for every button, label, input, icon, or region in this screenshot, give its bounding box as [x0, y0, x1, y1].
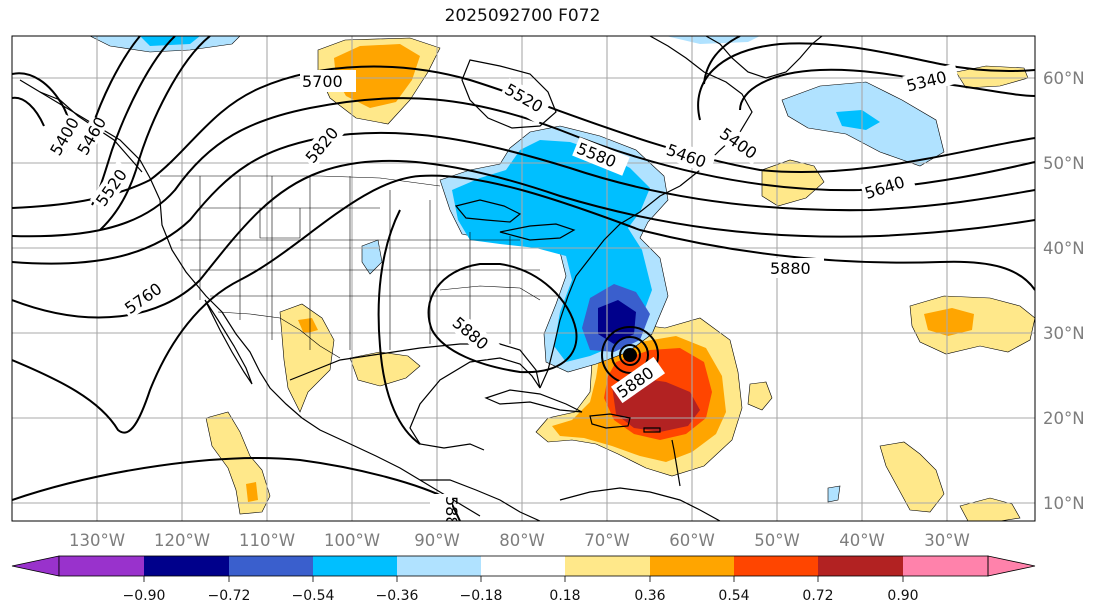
colorbar-bin — [565, 556, 650, 576]
longitude-labels: 130°W 120°W 110°W 100°W 90°W 80°W 70°W 6… — [69, 531, 970, 550]
colorbar-tick-label: −0.18 — [460, 588, 503, 604]
colorbar-tick-label: −0.36 — [376, 588, 419, 604]
lat-label: 20°N — [1043, 409, 1085, 428]
latitude-labels: 60°N 50°N 40°N 30°N 20°N 10°N — [1043, 69, 1085, 513]
contour-label: 5700 — [302, 72, 343, 91]
colorbar-bin — [59, 556, 144, 576]
colorbar-bin — [229, 556, 313, 576]
colorbar-tick-label: −0.90 — [123, 588, 166, 604]
coastlines — [19, 36, 823, 521]
hurricane-center — [623, 348, 637, 362]
contour-label: 5880 — [770, 259, 811, 278]
colorbar-high-extend — [987, 555, 1036, 577]
lon-label: 130°W — [69, 531, 125, 550]
map-frame — [11, 35, 1036, 522]
lon-label: 60°W — [669, 531, 715, 550]
lon-label: 120°W — [154, 531, 210, 550]
contour-label: 588 — [442, 496, 461, 527]
colorbar-tick-label: 0.18 — [549, 588, 580, 604]
lon-label: 80°W — [499, 531, 545, 550]
colorbar-bin — [313, 556, 397, 576]
lat-label: 60°N — [1043, 69, 1085, 88]
gridlines — [12, 36, 1035, 521]
colorbar-bin — [903, 556, 988, 576]
colorbar-bin — [734, 556, 818, 576]
lat-label: 50°N — [1043, 154, 1085, 173]
colorbar-tick-label: −0.54 — [292, 588, 335, 604]
lat-label: 30°N — [1043, 324, 1085, 343]
colorbar-tick-label: −0.72 — [208, 588, 251, 604]
colorbar-tick-label: 0.90 — [887, 588, 918, 604]
colorbar-bin — [650, 556, 734, 576]
map-title: 2025092700 F072 — [444, 6, 601, 26]
colorbar-tick-label: 0.36 — [634, 588, 665, 604]
lon-label: 40°W — [839, 531, 885, 550]
colorbar: −0.90 −0.72 −0.54 −0.36 −0.18 0.18 0.36 … — [11, 555, 1036, 604]
lon-label: 110°W — [239, 531, 295, 550]
colorbar-bin — [144, 556, 229, 576]
lon-label: 30°W — [924, 531, 970, 550]
lon-label: 100°W — [324, 531, 380, 550]
lat-label: 10°N — [1043, 494, 1085, 513]
colorbar-tick-label: 0.72 — [802, 588, 833, 604]
anomaly-shading — [89, 36, 1035, 521]
lon-label: 90°W — [414, 531, 460, 550]
colorbar-bin — [818, 556, 903, 576]
colorbar-bin — [481, 556, 565, 576]
lon-label: 70°W — [584, 531, 630, 550]
lon-label: 50°W — [754, 531, 800, 550]
colorbar-low-extend — [11, 555, 60, 577]
colorbar-bin — [397, 556, 481, 576]
lat-label: 40°N — [1043, 239, 1085, 258]
colorbar-tick-label: 0.54 — [718, 588, 749, 604]
